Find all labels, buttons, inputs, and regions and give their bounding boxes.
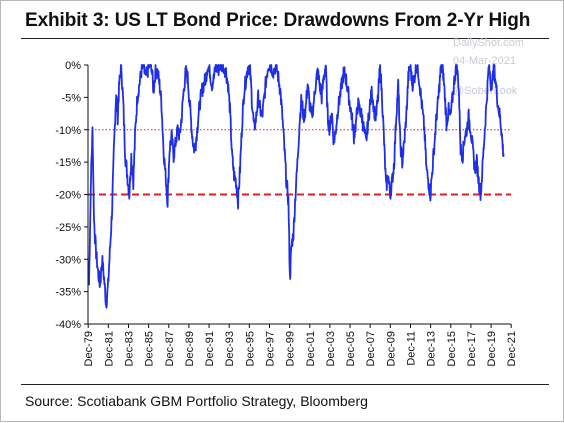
y-tick-label: -20% (55, 190, 81, 202)
x-tick-label: Dec-81 (103, 331, 115, 366)
x-tick-label: Dec-07 (365, 331, 377, 366)
x-tick-label: Dec-01 (305, 331, 317, 366)
x-tick-label: Dec-91 (204, 331, 216, 366)
source-rule (21, 384, 549, 385)
y-tick-label: -10% (55, 125, 81, 137)
x-tick-label: Dec-83 (123, 331, 135, 366)
y-tick-label: -40% (55, 319, 81, 331)
chart-title: Exhibit 3: US LT Bond Price: Drawdowns F… (25, 10, 531, 31)
x-tick-label: Dec-95 (244, 331, 256, 366)
x-tick-label: Dec-93 (224, 331, 236, 366)
x-tick-label: Dec-09 (385, 331, 397, 366)
x-tick-label: Dec-19 (486, 331, 498, 366)
y-tick-label: -30% (55, 254, 81, 266)
x-tick-label: Dec-05 (345, 331, 357, 366)
watermark-handle: @SoberLook (453, 85, 518, 97)
y-tick-label: -35% (55, 287, 81, 299)
source-note: Source: Scotiabank GBM Portfolio Strateg… (25, 393, 368, 409)
x-tick-label: Dec-97 (264, 331, 276, 366)
x-tick-label: Dec-79 (83, 331, 95, 366)
series-line-0 (88, 64, 505, 309)
y-tick-label: -15% (55, 157, 81, 169)
x-tick-label: Dec-11 (405, 331, 417, 366)
y-tick-label: -25% (55, 222, 81, 234)
x-tick-label: Dec-03 (325, 331, 337, 366)
x-tick-label: Dec-15 (446, 331, 458, 366)
x-tick-label: Dec-85 (144, 331, 156, 366)
x-tick-label: Dec-87 (164, 331, 176, 366)
title-rule (21, 38, 549, 39)
x-tick-label: Dec-13 (426, 331, 438, 366)
watermark-date: 04-Mar-2021 (453, 55, 516, 67)
x-tick-label: Dec-21 (506, 331, 518, 366)
y-tick-label: -5% (61, 92, 81, 104)
watermark-site: DailyShot.com (453, 37, 524, 49)
x-tick-label: Dec-89 (184, 331, 196, 366)
x-tick-label: Dec-99 (285, 331, 297, 366)
x-tick-label: Dec-17 (466, 331, 478, 366)
y-tick-label: 0% (65, 60, 81, 72)
